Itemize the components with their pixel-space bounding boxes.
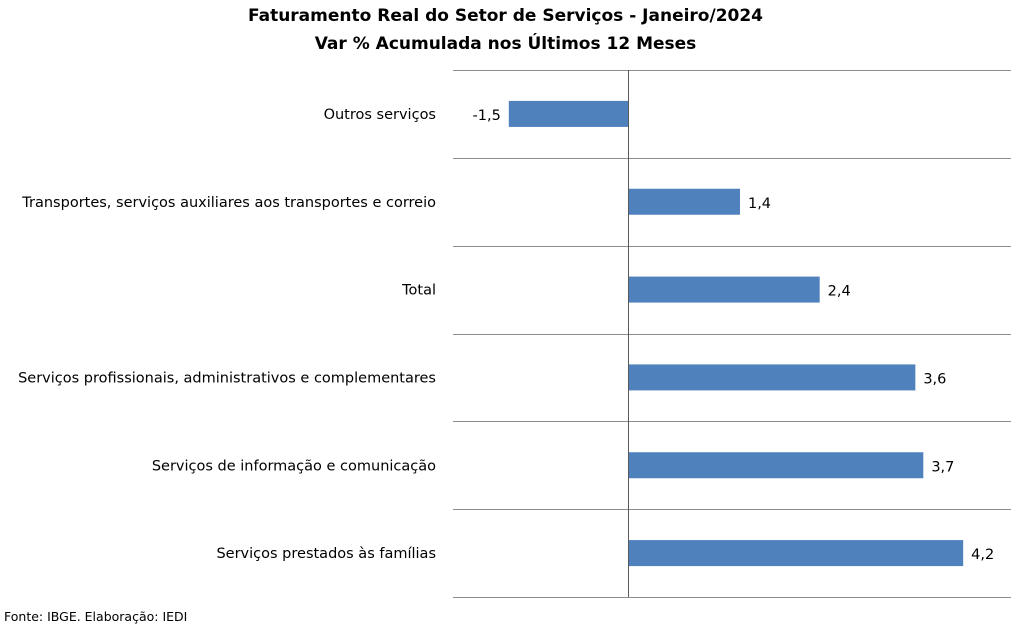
- bar: [628, 452, 924, 479]
- bar: [628, 364, 916, 391]
- source-note: Fonte: IBGE. Elaboração: IEDI: [4, 609, 188, 624]
- category-label: Transportes, serviços auxiliares aos tra…: [21, 195, 436, 211]
- category-label: Serviços prestados às famílias: [216, 546, 436, 562]
- category-label: Outros serviços: [324, 107, 436, 123]
- data-label: 1,4: [748, 196, 771, 212]
- category-label: Total: [401, 283, 436, 299]
- data-label: 2,4: [828, 284, 851, 300]
- data-label: 3,6: [923, 371, 946, 387]
- chart-title: Faturamento Real do Setor de Serviços - …: [247, 6, 764, 26]
- data-label: 4,2: [971, 547, 994, 563]
- category-label: Serviços de informação e comunicação: [152, 458, 436, 474]
- bar: [628, 540, 964, 567]
- bar: [628, 276, 820, 303]
- data-label: 3,7: [931, 459, 954, 475]
- chart-subtitle: Var % Acumulada nos Últimos 12 Meses: [314, 34, 697, 54]
- category-label: Serviços profissionais, administrativos …: [18, 370, 436, 386]
- data-label: -1,5: [473, 108, 501, 124]
- bar: [508, 100, 629, 127]
- bar: [628, 188, 740, 215]
